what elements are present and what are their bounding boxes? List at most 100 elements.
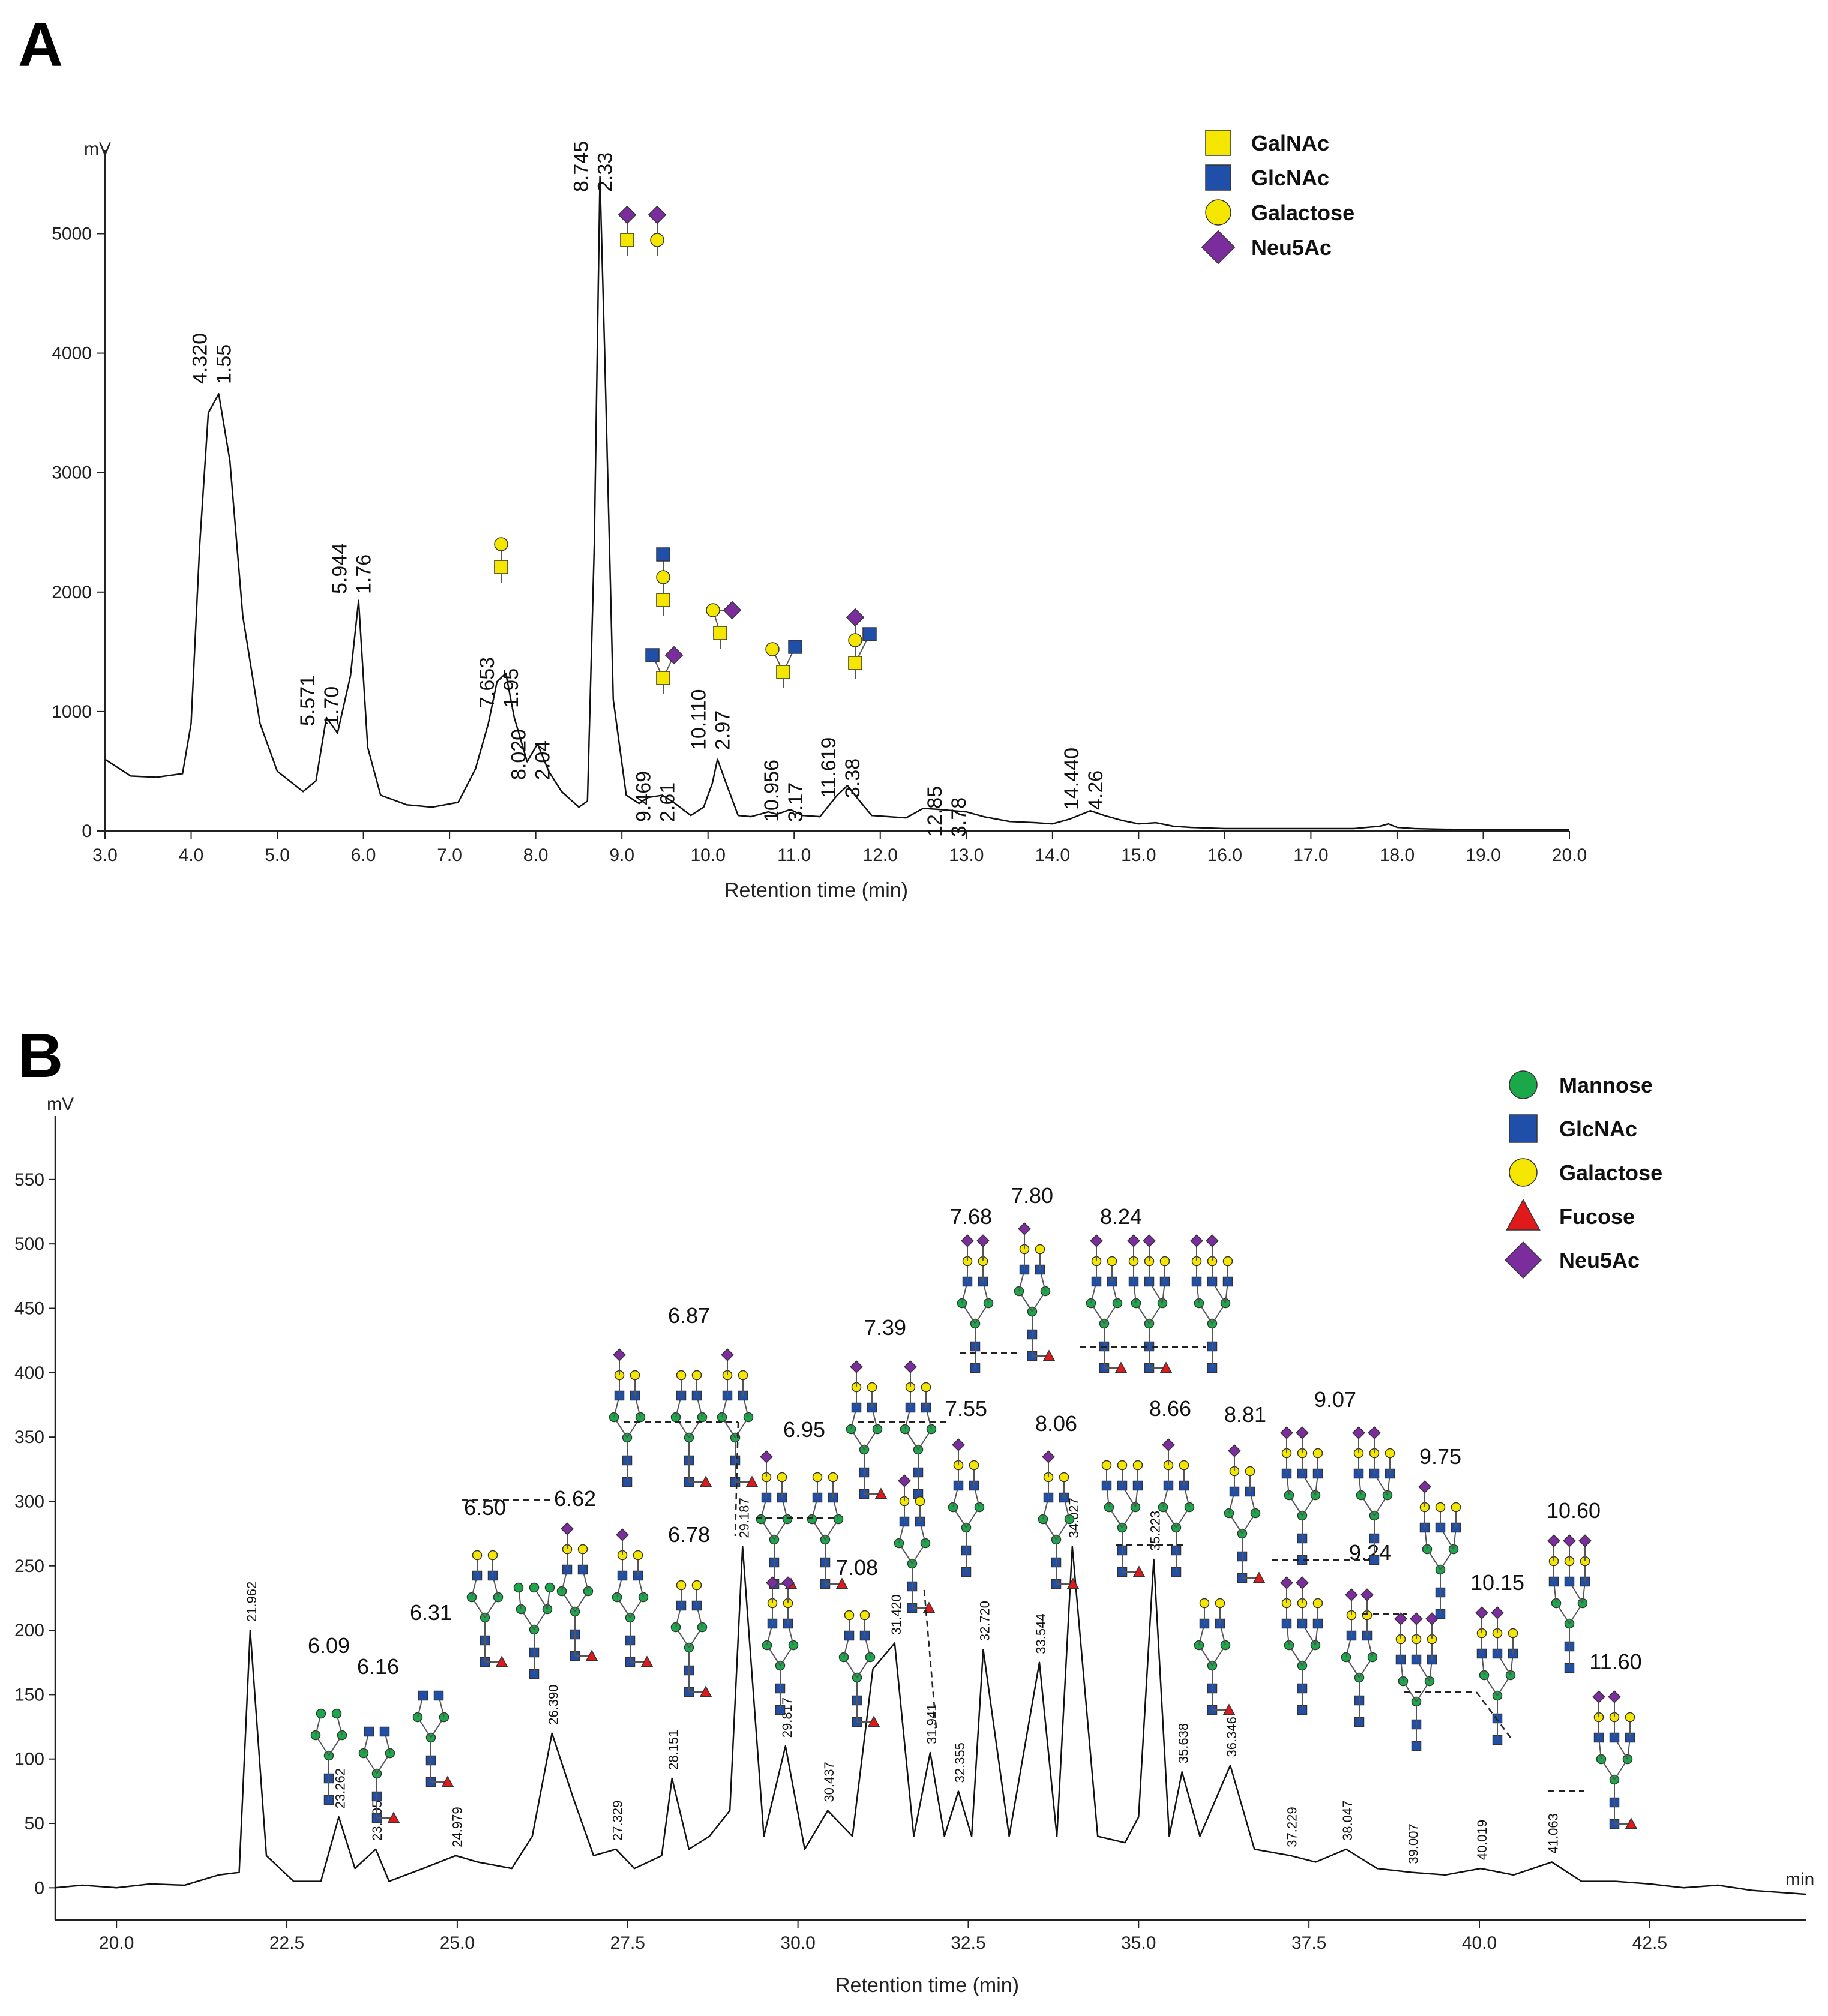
- peak-retention-label: 8.745: [570, 141, 593, 192]
- glycan-diamond: [781, 1576, 795, 1589]
- glycan-circle: [777, 1472, 787, 1483]
- peak-retention-label: 11.619: [817, 737, 840, 798]
- glycan-diamond: [723, 601, 742, 620]
- glycan-triangle: [387, 1811, 400, 1823]
- gu-value-label: 7.68: [950, 1204, 992, 1229]
- gu-value-label: 7.39: [864, 1315, 906, 1340]
- glycan-diamond: [1394, 1612, 1407, 1625]
- glycan-circle: [1508, 1628, 1518, 1639]
- glycan-circle: [1159, 1256, 1170, 1267]
- glycan-circle: [691, 1370, 702, 1381]
- glycan-diamond: [1190, 1234, 1203, 1247]
- peak-retention-label: 23.262: [333, 1768, 348, 1808]
- glycan-circle: [969, 1460, 979, 1471]
- peak-retention-label: 31.941: [924, 1704, 939, 1744]
- x-tick-label: 8.0: [523, 845, 549, 865]
- glycan-square: [494, 560, 508, 574]
- peak-gu-label: 2.33: [594, 152, 617, 192]
- glycan-triangle: [1066, 1577, 1080, 1589]
- glycan-square: [788, 640, 802, 654]
- glycan-circle: [828, 1472, 838, 1483]
- glycan-triangle: [874, 1487, 888, 1499]
- glycan-circle: [1385, 1448, 1395, 1459]
- glycan-triangle: [867, 1715, 880, 1727]
- glycan-circle: [1132, 1460, 1143, 1471]
- gu-value-label: 6.62: [554, 1486, 596, 1511]
- glycan-diamond: [898, 1474, 911, 1487]
- glycan-diamond: [1608, 1690, 1621, 1703]
- peak-retention-label: 29.187: [736, 1498, 751, 1538]
- glycan-circle: [1451, 1502, 1461, 1513]
- glycan-circle: [921, 1382, 931, 1393]
- gu-value-label: 7.08: [836, 1555, 878, 1580]
- glycan-diamond: [760, 1450, 773, 1463]
- x-tick-label: 20.0: [99, 1933, 134, 1953]
- glycan-diamond: [961, 1234, 974, 1247]
- glycan-circle: [1625, 1712, 1635, 1723]
- glycan-diamond: [1547, 1534, 1560, 1547]
- x-tick-label: 11.0: [777, 845, 811, 865]
- gu-value-label: 9.07: [1314, 1387, 1356, 1412]
- glycan-circle: [1215, 1598, 1225, 1609]
- glycan-circle: [765, 642, 780, 656]
- peak-gu-label: 3.17: [784, 782, 807, 822]
- glycan-diamond: [846, 608, 865, 627]
- gu-value-label: 6.95: [783, 1417, 825, 1442]
- y-tick-label: 50: [25, 1814, 44, 1834]
- gu-value-label: 7.80: [1011, 1183, 1053, 1208]
- glycan-diamond: [1127, 1234, 1140, 1247]
- peak-retention-label: 30.437: [822, 1762, 837, 1802]
- gu-value-label: 8.24: [1100, 1204, 1142, 1229]
- glycan-circle: [577, 1544, 588, 1555]
- glycan-diamond: [648, 205, 667, 224]
- legend-label: Mannose: [1559, 1073, 1653, 1097]
- glycan-triangle: [699, 1475, 712, 1487]
- glycan-circle: [1101, 1460, 1112, 1471]
- peak-retention-label: 27.329: [610, 1801, 625, 1841]
- panel-b-x-unit: min: [1785, 1870, 1814, 1889]
- x-tick-label: 5.0: [265, 845, 290, 865]
- glycan-circle: [331, 1708, 342, 1719]
- glycan-triangle: [699, 1685, 712, 1697]
- glycan-square: [848, 656, 862, 670]
- x-tick-label: 7.0: [437, 845, 462, 865]
- glycan-diamond: [1505, 1241, 1542, 1279]
- y-tick-label: 200: [14, 1621, 44, 1640]
- peak-gu-label: 4.26: [1084, 770, 1107, 810]
- x-tick-label: 14.0: [1035, 845, 1070, 865]
- glycan-circle: [1107, 1256, 1117, 1267]
- glycan-triangle: [1132, 1565, 1146, 1577]
- x-tick-label: 4.0: [179, 845, 204, 865]
- gu-value-label: 6.78: [668, 1522, 710, 1547]
- glycan-diamond: [613, 1348, 626, 1361]
- gu-value-label: 11.60: [1589, 1649, 1641, 1674]
- y-tick-label: 250: [14, 1556, 44, 1576]
- glycan-square: [713, 626, 727, 640]
- glycan-circle: [706, 603, 720, 617]
- peak-gu-label: 1.70: [320, 686, 343, 726]
- peak-gu-label: 3.78: [948, 797, 970, 837]
- x-tick-label: 13.0: [949, 845, 984, 865]
- glycan-diamond: [1018, 1222, 1031, 1235]
- peak-retention-label: 36.346: [1224, 1717, 1239, 1757]
- legend-label: Neu5Ac: [1559, 1248, 1640, 1273]
- gu-value-label: 6.87: [668, 1303, 710, 1328]
- glycan-circle: [812, 1472, 823, 1483]
- glycan-circle: [1435, 1502, 1446, 1513]
- glycan-triangle: [441, 1775, 454, 1787]
- glycan-circle: [1312, 1448, 1323, 1459]
- y-tick-label: 500: [14, 1234, 44, 1254]
- y-tick-label: 3000: [52, 463, 92, 483]
- panel-b-x-axis-title: Retention time (min): [835, 1974, 1019, 1997]
- peak-retention-label: 38.047: [1340, 1801, 1355, 1841]
- gu-value-label: 6.16: [357, 1654, 399, 1679]
- chromatogram-trace: [55, 1546, 1807, 1895]
- peak-gu-label: 2.04: [532, 740, 555, 780]
- gu-value-label: 8.81: [1224, 1402, 1266, 1427]
- peak-retention-label: 32.720: [977, 1601, 992, 1641]
- glycan-triangle: [585, 1649, 598, 1661]
- glycan-triangle: [922, 1601, 936, 1613]
- x-tick-label: 42.5: [1632, 1933, 1667, 1953]
- x-tick-label: 10.0: [691, 845, 726, 865]
